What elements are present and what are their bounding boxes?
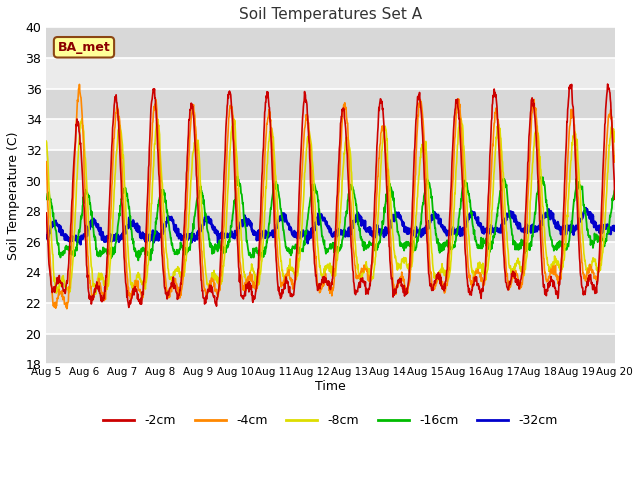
Bar xyxy=(46,58,614,89)
Bar xyxy=(46,303,614,334)
X-axis label: Time: Time xyxy=(315,380,346,393)
Title: Soil Temperatures Set A: Soil Temperatures Set A xyxy=(239,7,422,22)
Bar xyxy=(46,334,614,364)
Y-axis label: Soil Temperature (C): Soil Temperature (C) xyxy=(7,132,20,260)
Text: BA_met: BA_met xyxy=(58,41,110,54)
Bar xyxy=(46,211,614,242)
Bar xyxy=(46,119,614,150)
Bar xyxy=(46,89,614,119)
Bar xyxy=(46,27,614,58)
Bar xyxy=(46,150,614,180)
Bar xyxy=(46,242,614,273)
Legend: -2cm, -4cm, -8cm, -16cm, -32cm: -2cm, -4cm, -8cm, -16cm, -32cm xyxy=(98,409,563,432)
Bar xyxy=(46,273,614,303)
Bar xyxy=(46,180,614,211)
